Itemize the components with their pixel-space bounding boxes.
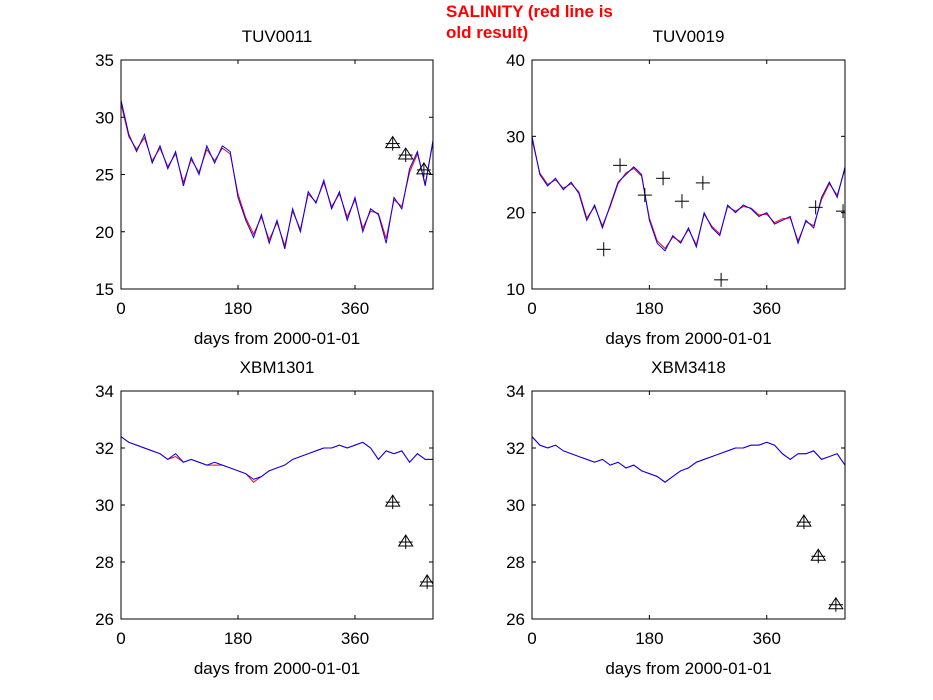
y-tick-label: 30: [506, 127, 525, 146]
observation-marker-triangle-plus: [397, 534, 414, 550]
marker-triangle: [827, 596, 844, 610]
new-result-line: [532, 436, 845, 483]
x-tick-label: 0: [116, 629, 125, 648]
x-tick-label: 360: [341, 629, 369, 648]
old-result-line: [121, 103, 433, 248]
x-tick-label: 180: [635, 629, 663, 648]
marker-triangle: [796, 514, 812, 527]
subplot-tuv0011: 0 180 360 15 20 25 30 35 TUV0011 days from 2000-0…: [95, 27, 434, 348]
x-axis-label: days from 2000-01-01: [194, 329, 360, 348]
observation-marker-plus: [596, 242, 611, 257]
y-tick-label: 32: [95, 439, 114, 458]
observation-marker-plus: [674, 194, 689, 209]
new-result-line: [532, 136, 845, 252]
marker-triangle: [810, 548, 827, 561]
y-tick-label: 32: [506, 439, 525, 458]
marker-triangle: [384, 135, 401, 149]
new-result-line: [121, 436, 433, 480]
observation-marker-plus: [656, 171, 671, 186]
subplot-title: TUV0019: [653, 27, 725, 46]
x-tick-label: 180: [224, 299, 252, 318]
plot-area: [121, 436, 433, 589]
y-tick-label: 15: [95, 280, 114, 299]
subplot-tuv0019: 0 180 360 10 20 30 40 TUV0019 days from 2000-01-…: [506, 27, 846, 348]
subplot-title: TUV0011: [242, 27, 313, 46]
observation-marker-triangle-plus: [384, 135, 401, 151]
marker-triangle: [384, 494, 401, 507]
plot-area: [532, 136, 845, 287]
observation-marker-triangle-plus: [384, 494, 401, 510]
y-tick-label: 10: [506, 280, 525, 299]
observation-marker-triangle-plus: [419, 574, 433, 589]
old-result-line: [532, 436, 845, 483]
figure-note: SALINITY (red line is old result): [446, 2, 613, 42]
y-tick-label: 34: [506, 382, 525, 401]
x-tick-label: 0: [116, 299, 125, 318]
subplot-xbm1301: 0 180 360 26 28 30 32 34 XBM1301 days from 2000-0…: [95, 358, 434, 678]
observation-marker-plus: [714, 272, 729, 287]
y-tick-label: 30: [95, 108, 114, 127]
marker-triangle: [415, 161, 432, 175]
axes-box: [531, 59, 846, 290]
x-tick-label: 180: [635, 299, 663, 318]
axes-box: [120, 59, 434, 290]
y-tick-label: 30: [506, 496, 525, 515]
marker-triangle: [419, 574, 433, 587]
plot-area: [121, 99, 433, 250]
x-tick-label: 360: [341, 299, 369, 318]
x-tick-label: 180: [224, 629, 252, 648]
new-result-line: [121, 99, 433, 250]
subplot-title: XBM1301: [240, 358, 315, 377]
observation-marker-triangle-plus: [827, 596, 844, 612]
y-tick-label: 35: [95, 51, 114, 70]
observation-marker-triangle-plus: [796, 514, 812, 530]
subplot-xbm3418: 0 180 360 26 28 30 32 34 XBM3418 days from 2000-0…: [506, 358, 846, 678]
observation-marker-triangle-plus: [415, 161, 432, 177]
observation-marker-triangle-plus: [397, 147, 414, 163]
observation-marker-plus: [808, 200, 823, 215]
axes-box: [531, 390, 846, 620]
y-tick-label: 25: [95, 166, 114, 185]
marker-triangle: [397, 534, 414, 547]
x-axis-label: days from 2000-01-01: [605, 659, 771, 678]
observation-marker-plus: [695, 175, 710, 190]
x-tick-label: 360: [753, 299, 781, 318]
observation-marker-plus: [637, 188, 652, 203]
y-tick-label: 20: [506, 204, 525, 223]
observation-marker-plus: [613, 158, 628, 173]
y-tick-label: 28: [506, 553, 525, 572]
observation-marker-plus: [836, 204, 845, 219]
subplot-title: XBM3418: [651, 358, 726, 377]
y-tick-label: 20: [95, 223, 114, 242]
y-tick-label: 28: [95, 553, 114, 572]
y-tick-label: 26: [95, 610, 114, 629]
y-tick-label: 26: [506, 610, 525, 629]
plot-area: [532, 436, 845, 612]
y-tick-label: 40: [506, 51, 525, 70]
y-tick-label: 34: [95, 382, 114, 401]
x-tick-label: 0: [527, 629, 536, 648]
x-tick-label: 0: [527, 299, 536, 318]
observation-marker-triangle-plus: [810, 548, 827, 564]
x-axis-label: days from 2000-01-01: [605, 329, 771, 348]
marker-triangle: [397, 147, 414, 160]
y-tick-label: 30: [95, 496, 114, 515]
x-axis-label: days from 2000-01-01: [194, 659, 360, 678]
x-tick-label: 360: [753, 629, 781, 648]
